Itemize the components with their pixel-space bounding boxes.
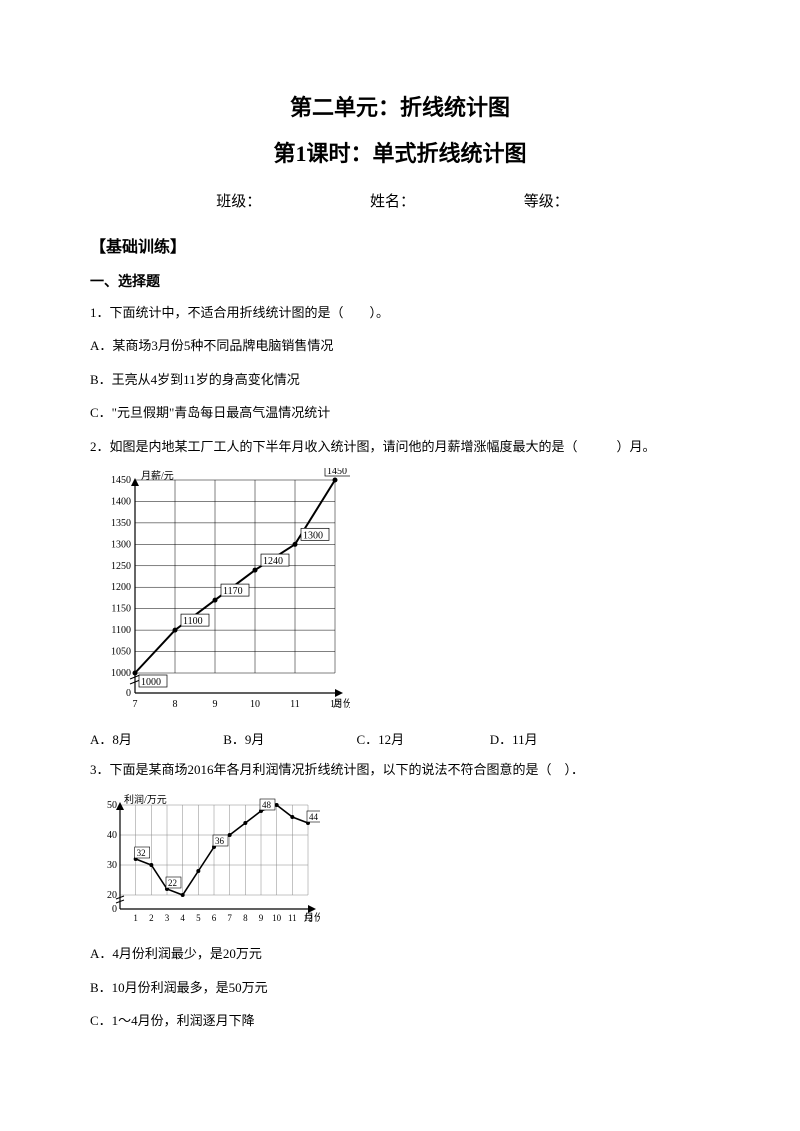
name-label: 姓名： (370, 190, 520, 211)
svg-text:1100: 1100 (111, 625, 131, 636)
svg-text:1: 1 (133, 913, 138, 923)
svg-text:1170: 1170 (223, 586, 243, 597)
svg-text:1000: 1000 (111, 668, 131, 679)
svg-text:1100: 1100 (183, 616, 203, 627)
svg-text:1150: 1150 (111, 604, 131, 615)
salary-line-chart: 1000 1050 1100 1150 1200 1250 1300 1350 1400 1450… (90, 468, 350, 718)
svg-text:0: 0 (112, 904, 117, 915)
svg-text:1400: 1400 (111, 496, 131, 507)
svg-text:1250: 1250 (111, 561, 131, 572)
svg-text:48: 48 (262, 800, 272, 810)
svg-text:月份: 月份 (304, 912, 320, 924)
svg-text:22: 22 (168, 878, 177, 888)
svg-text:5: 5 (196, 913, 201, 923)
profit-line-chart: 203040500123456789101112利润/万元月份322236484… (90, 791, 320, 931)
q3-optB: B．10月份利润最多，是50万元 (90, 976, 710, 999)
q1-optC: C．"元旦假期"青岛每日最高气温情况统计 (90, 401, 710, 424)
svg-text:0: 0 (126, 688, 131, 699)
q3-optA: A．4月份利润最少，是20万元 (90, 942, 710, 965)
q3-stem: 3．下面是某商场2016年各月利润情况折线统计图，以下的说法不符合图意的是（ ）… (90, 758, 710, 781)
svg-text:9: 9 (213, 699, 218, 710)
q1-stem: 1．下面统计中，不适合用折线统计图的是（ ）。 (90, 301, 710, 324)
svg-text:50: 50 (107, 800, 117, 811)
q1-optA: A．某商场3月份5种不同品牌电脑销售情况 (90, 334, 710, 357)
svg-text:利润/万元: 利润/万元 (124, 793, 167, 806)
svg-text:9: 9 (259, 913, 264, 923)
svg-text:1050: 1050 (111, 647, 131, 658)
svg-text:32: 32 (137, 848, 146, 858)
svg-text:11: 11 (288, 913, 297, 923)
grade-label: 等级： (524, 190, 644, 211)
section-title: 【基础训练】 (90, 233, 710, 257)
svg-text:月薪/元: 月薪/元 (141, 470, 174, 482)
svg-text:8: 8 (243, 913, 248, 923)
student-info-row: 班级： 姓名： 等级： (90, 190, 710, 211)
q2-optB: B．9月 (223, 729, 353, 748)
svg-text:1200: 1200 (111, 582, 131, 593)
svg-text:30: 30 (107, 860, 117, 871)
svg-text:4: 4 (180, 913, 185, 923)
svg-text:36: 36 (215, 836, 225, 846)
svg-text:1000: 1000 (141, 677, 161, 688)
svg-text:1300: 1300 (303, 530, 323, 541)
q2-optC: C．12月 (357, 729, 487, 748)
svg-text:1450: 1450 (327, 468, 347, 477)
svg-text:20: 20 (107, 890, 117, 901)
q1-optB: B．王亮从4岁到11岁的身高变化情况 (90, 368, 710, 391)
unit-title: 第二单元：折线统计图 (90, 90, 710, 122)
svg-text:8: 8 (173, 699, 178, 710)
svg-text:6: 6 (212, 913, 217, 923)
svg-text:11: 11 (290, 699, 300, 710)
svg-text:月份: 月份 (333, 698, 350, 710)
subsection-title: 一、选择题 (90, 271, 710, 291)
svg-text:1450: 1450 (111, 475, 131, 486)
svg-text:7: 7 (227, 913, 232, 923)
svg-text:7: 7 (133, 699, 138, 710)
class-label: 班级： (216, 190, 366, 211)
q2-stem: 2．如图是内地某工厂工人的下半年月收入统计图，请问他的月薪增涨幅度最大的是（ ）… (90, 435, 710, 458)
svg-text:1350: 1350 (111, 518, 131, 529)
chart2-container: 1000 1050 1100 1150 1200 1250 1300 1350 1400 1450… (90, 468, 710, 723)
svg-text:40: 40 (107, 830, 117, 841)
q3-optC: C．1～4月份，利润逐月下降 (90, 1009, 710, 1032)
svg-text:10: 10 (250, 699, 260, 710)
worksheet-page: 第二单元：折线统计图 第1课时：单式折线统计图 班级： 姓名： 等级： 【基础训… (0, 0, 800, 1131)
chart3-container: 203040500123456789101112利润/万元月份322236484… (90, 791, 710, 936)
svg-text:1300: 1300 (111, 539, 131, 550)
svg-text:1240: 1240 (263, 556, 283, 567)
q2-optD: D．11月 (490, 729, 620, 748)
q2-optA: A．8月 (90, 729, 220, 748)
lesson-title: 第1课时：单式折线统计图 (90, 136, 710, 168)
svg-text:3: 3 (165, 913, 170, 923)
svg-text:10: 10 (272, 913, 282, 923)
svg-text:2: 2 (149, 913, 154, 923)
svg-text:44: 44 (309, 812, 319, 822)
q2-options: A．8月 B．9月 C．12月 D．11月 (90, 729, 710, 748)
